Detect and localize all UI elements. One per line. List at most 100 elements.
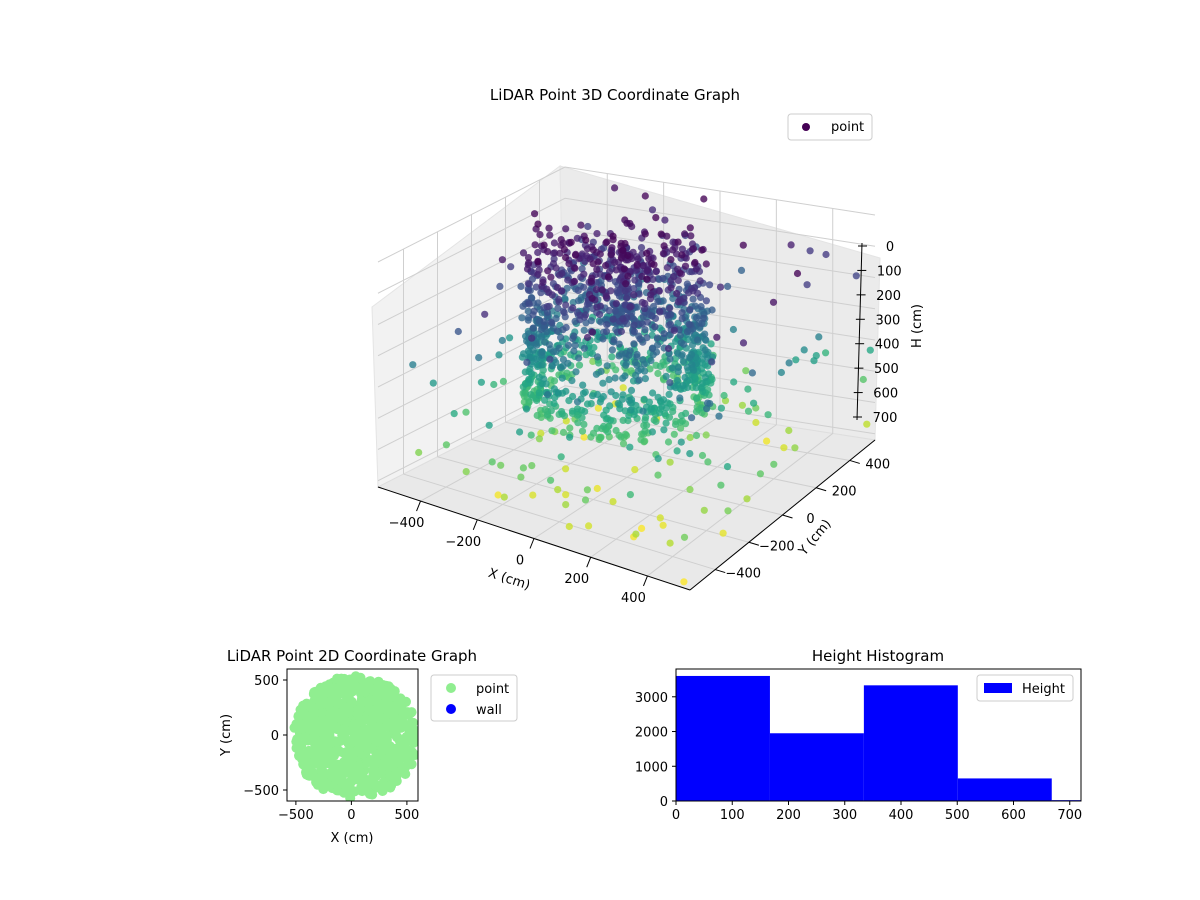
y-tick-2d: 500 — [254, 674, 279, 689]
lidar-point-3d — [544, 411, 552, 419]
lidar-point-3d — [580, 270, 588, 278]
point-2d — [386, 780, 397, 791]
lidar-point-3d — [643, 275, 651, 283]
point-2d — [412, 732, 418, 743]
lidar-point-3d — [415, 448, 423, 457]
lidar-point-3d — [664, 438, 673, 446]
lidar-point-3d — [609, 498, 617, 506]
lidar-point-3d — [641, 326, 649, 334]
lidar-point-3d — [606, 402, 614, 410]
lidar-point-3d — [532, 355, 540, 363]
x-tick-3d: 200 — [564, 572, 589, 587]
lidar-point-3d — [641, 230, 649, 238]
lidar-point-3d — [521, 368, 529, 376]
lidar-point-3d — [578, 427, 587, 435]
lidar-point-3d — [652, 417, 660, 426]
y-tick-3d: −200 — [759, 539, 795, 554]
lidar-point-3d — [700, 195, 708, 203]
lidar-point-3d — [529, 346, 537, 354]
lidar-point-3d — [606, 416, 615, 424]
lidar-point-3d — [409, 361, 417, 369]
lidar-point-3d — [596, 434, 605, 442]
point-2d — [389, 686, 400, 697]
point-2d — [309, 707, 320, 718]
point-2d — [292, 734, 303, 745]
x-axis-label-3d: X (cm) — [486, 566, 532, 594]
lidar-point-3d — [531, 210, 539, 218]
lidar-point-3d — [738, 401, 747, 409]
z-tick-3d: 700 — [873, 411, 898, 426]
lidar-point-3d — [562, 465, 570, 473]
legend-hist-swatch — [984, 683, 1012, 693]
point-2d — [332, 673, 342, 684]
point-2d — [345, 674, 355, 685]
lidar-point-3d — [619, 440, 628, 448]
lidar-point-3d — [523, 358, 531, 366]
lidar-point-3d — [528, 462, 536, 470]
chart-2d: LiDAR Point 2D Coordinate Graph −500−500… — [219, 647, 518, 846]
lidar-point-3d — [656, 362, 664, 370]
lidar-point-3d — [639, 261, 647, 269]
lidar-point-3d — [570, 347, 578, 355]
lidar-point-3d — [752, 418, 760, 427]
lidar-point-3d — [620, 265, 628, 273]
lidar-point-3d — [581, 407, 589, 416]
lidar-point-3d — [550, 377, 559, 385]
point-2d — [311, 777, 322, 788]
lidar-point-3d — [608, 244, 616, 252]
lidar-point-3d — [627, 406, 635, 414]
lidar-point-3d — [531, 241, 539, 249]
lidar-point-3d — [724, 282, 732, 290]
lidar-point-3d — [648, 206, 657, 214]
y-tick-3d: −400 — [725, 567, 761, 582]
point-2d — [365, 695, 376, 706]
lidar-point-3d — [737, 266, 746, 274]
lidar-point-3d — [537, 289, 545, 297]
lidar-point-3d — [524, 280, 532, 288]
lidar-point-3d — [667, 256, 675, 264]
lidar-point-3d — [582, 351, 590, 359]
lidar-point-3d — [553, 284, 562, 292]
lidar-point-3d — [693, 314, 701, 322]
lidar-point-3d — [702, 297, 711, 305]
point-2d — [375, 684, 386, 695]
legend-2d-wall-marker — [446, 704, 456, 714]
lidar-point-3d — [763, 437, 771, 445]
y-tick-3d: 400 — [865, 457, 890, 472]
lidar-point-3d — [822, 349, 830, 357]
lidar-point-3d — [800, 346, 808, 354]
lidar-point-3d — [678, 315, 686, 323]
point-2d — [326, 688, 337, 699]
lidar-point-3d — [626, 303, 634, 311]
lidar-point-3d — [713, 333, 721, 341]
lidar-point-3d — [707, 340, 715, 348]
lidar-point-3d — [583, 300, 592, 308]
x-tick-3d: −200 — [445, 535, 481, 550]
point-2d — [327, 706, 338, 717]
z-axis-line — [856, 242, 863, 421]
lidar-point-3d — [654, 471, 662, 479]
lidar-point-3d — [611, 307, 619, 315]
lidar-point-3d — [562, 301, 570, 309]
lidar-point-3d — [640, 395, 648, 403]
lidar-point-3d — [676, 269, 684, 277]
lidar-point-3d — [519, 249, 528, 257]
lidar-point-3d — [562, 323, 570, 332]
lidar-point-3d — [611, 374, 619, 382]
lidar-point-3d — [536, 231, 544, 239]
lidar-point-3d — [621, 372, 629, 380]
legend-3d: point — [787, 113, 873, 141]
lidar-point-3d — [687, 232, 695, 240]
point-2d — [300, 732, 311, 743]
lidar-point-3d — [633, 260, 641, 269]
lidar-point-3d — [717, 481, 725, 489]
lidar-point-3d — [646, 365, 654, 373]
lidar-point-3d — [607, 388, 615, 396]
lidar-point-3d — [577, 221, 585, 229]
lidar-point-3d — [649, 302, 658, 311]
lidar-point-3d — [678, 417, 686, 425]
lidar-point-3d — [636, 335, 644, 343]
lidar-point-3d — [697, 384, 705, 392]
lidar-point-3d — [607, 287, 615, 295]
lidar-point-3d — [656, 514, 664, 522]
